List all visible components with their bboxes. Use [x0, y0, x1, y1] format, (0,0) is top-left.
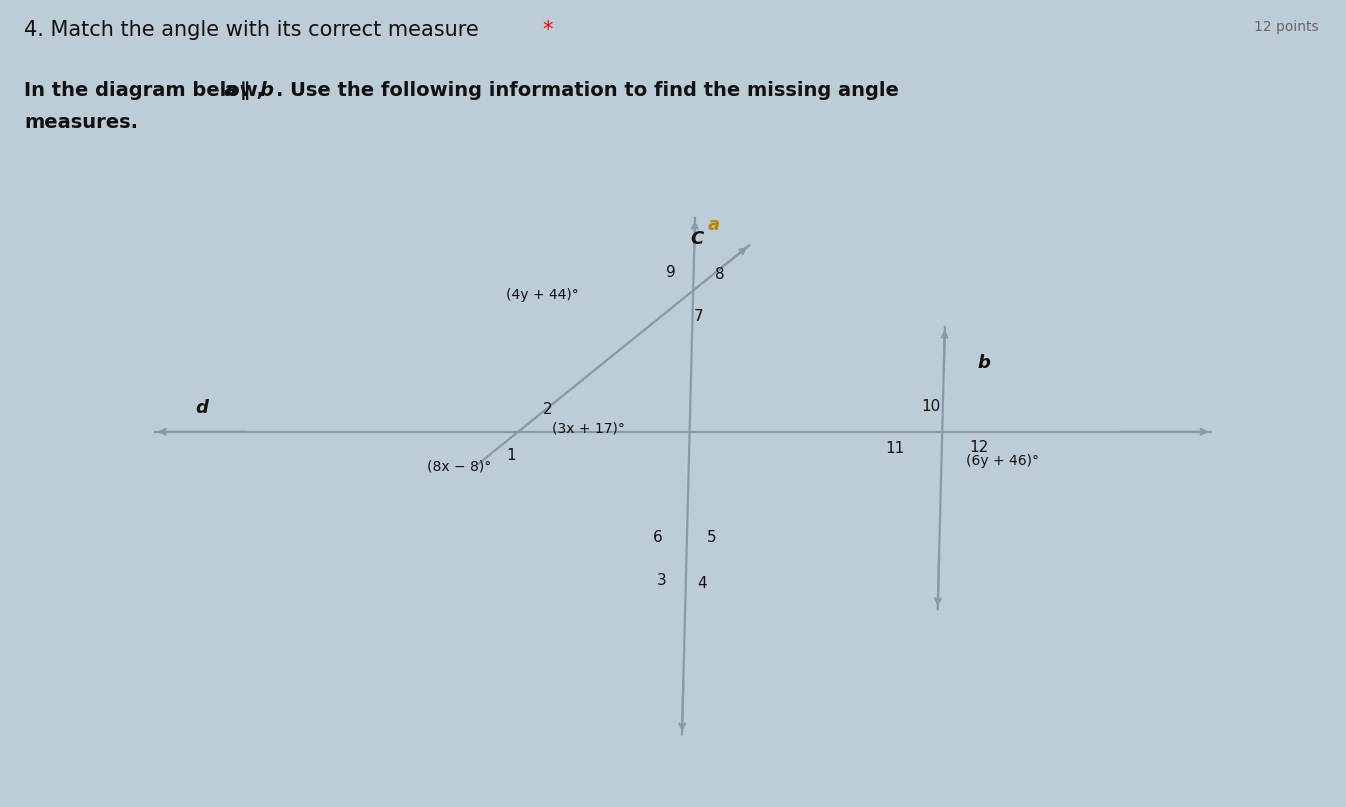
Text: *: *	[542, 20, 553, 40]
Text: 8: 8	[715, 267, 724, 282]
Text: 3: 3	[657, 573, 666, 588]
Text: 1: 1	[506, 448, 517, 463]
Text: d: d	[195, 399, 209, 417]
Text: 12: 12	[969, 440, 988, 455]
Text: 11: 11	[886, 441, 905, 457]
Text: 4: 4	[697, 576, 707, 592]
Text: 5: 5	[707, 529, 716, 545]
Text: measures.: measures.	[24, 113, 139, 132]
Text: (8x − 8)°: (8x − 8)°	[427, 460, 491, 474]
Text: 10: 10	[922, 399, 941, 414]
Text: ∥: ∥	[240, 81, 249, 100]
Text: 2: 2	[542, 402, 552, 417]
Text: 9: 9	[666, 265, 676, 280]
Text: b: b	[260, 81, 273, 100]
Text: (3x + 17)°: (3x + 17)°	[552, 421, 625, 436]
Text: a: a	[223, 81, 237, 100]
Text: a: a	[708, 216, 720, 234]
Text: 4. Match the angle with its correct measure: 4. Match the angle with its correct meas…	[24, 20, 486, 40]
Text: In the diagram below,: In the diagram below,	[24, 81, 271, 100]
Text: 7: 7	[693, 309, 704, 324]
Text: (6y + 46)°: (6y + 46)°	[966, 454, 1039, 468]
Text: 6: 6	[653, 529, 662, 545]
Text: C: C	[690, 231, 704, 249]
Text: 12 points: 12 points	[1254, 20, 1319, 34]
Text: . Use the following information to find the missing angle: . Use the following information to find …	[276, 81, 899, 100]
Text: (4y + 44)°: (4y + 44)°	[506, 287, 579, 302]
Text: b: b	[977, 354, 991, 372]
